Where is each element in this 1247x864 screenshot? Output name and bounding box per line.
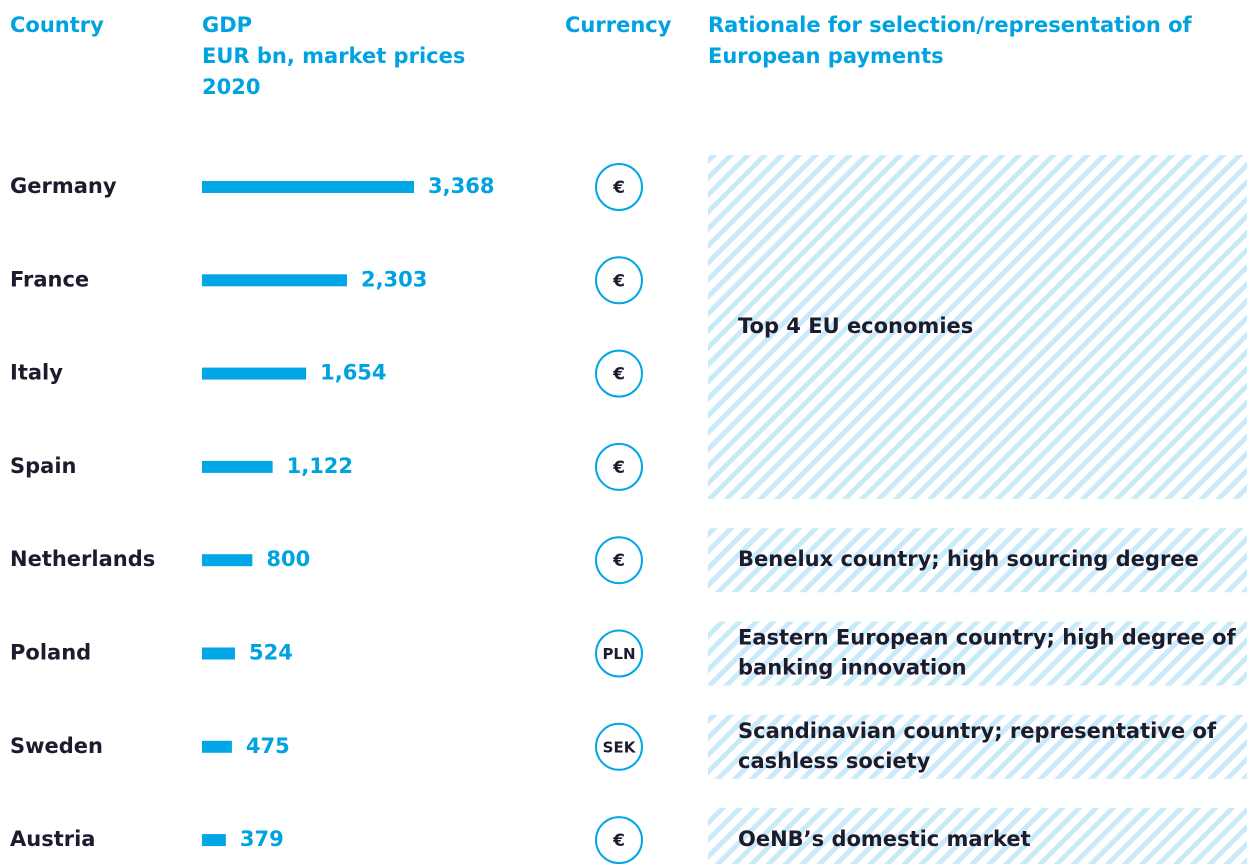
column-header: European payments	[708, 44, 944, 68]
column-header: 2020	[202, 75, 260, 99]
value-label: 800	[266, 547, 310, 571]
rationale-text: Benelux country; high sourcing degree	[738, 547, 1199, 571]
rationale-text: Eastern European country; high degree of	[738, 626, 1237, 650]
currency-circle	[595, 163, 643, 211]
column-header: Country	[10, 13, 104, 37]
bar	[202, 367, 307, 380]
rationale-panel	[708, 528, 1247, 593]
bar	[202, 274, 347, 287]
currency-label: €	[612, 178, 625, 198]
rationale-panel	[708, 808, 1247, 864]
currency-circle	[595, 256, 643, 305]
currency-circle	[595, 629, 643, 678]
country-label: Netherlands	[10, 547, 155, 571]
currency-label: €	[612, 271, 625, 291]
bar	[202, 181, 414, 193]
currency-label: €	[612, 551, 625, 571]
column-header: Currency	[565, 13, 672, 37]
country-label: Germany	[10, 174, 117, 198]
country-label: Poland	[10, 641, 91, 665]
currency-circle	[595, 722, 643, 771]
currency-label: SEK	[603, 738, 637, 756]
value-label: 379	[240, 827, 284, 851]
country-label: Sweden	[10, 734, 103, 758]
country-label: Spain	[10, 454, 76, 478]
value-label: 475	[246, 734, 290, 758]
currency-label: PLN	[602, 645, 635, 663]
currency-label: €	[612, 831, 625, 851]
value-label: 1,122	[287, 454, 353, 478]
bar	[202, 740, 232, 753]
country-label: Austria	[10, 827, 95, 851]
currency-circle	[595, 349, 643, 398]
rationale-text: cashless society	[738, 749, 931, 773]
rationale-text: OeNB’s domestic market	[738, 827, 1031, 851]
value-label: 3,368	[428, 174, 494, 198]
currency-circle	[595, 536, 643, 585]
rationale-panel	[708, 621, 1247, 686]
bar	[202, 647, 235, 660]
rationale-text: Scandinavian country; representative of	[738, 719, 1217, 743]
currency-label: €	[612, 458, 625, 478]
rationale-text: Top 4 EU economies	[738, 314, 973, 338]
rationale-text: banking innovation	[738, 656, 967, 680]
bar	[202, 834, 226, 847]
rationale-panel	[708, 714, 1247, 779]
rationale-panel	[708, 155, 1247, 499]
value-label: 1,654	[320, 361, 386, 385]
currency-circle	[595, 816, 643, 864]
column-header: GDP	[202, 13, 252, 37]
value-label: 2,303	[361, 267, 427, 291]
currency-label: €	[612, 365, 625, 385]
country-label: France	[10, 267, 89, 291]
column-header: Rationale for selection/representation o…	[708, 13, 1193, 37]
column-header: EUR bn, market prices	[202, 44, 465, 68]
currency-circle	[595, 442, 643, 491]
bar	[202, 460, 273, 473]
bar	[202, 554, 253, 567]
country-label: Italy	[10, 361, 63, 385]
value-label: 524	[249, 641, 293, 665]
